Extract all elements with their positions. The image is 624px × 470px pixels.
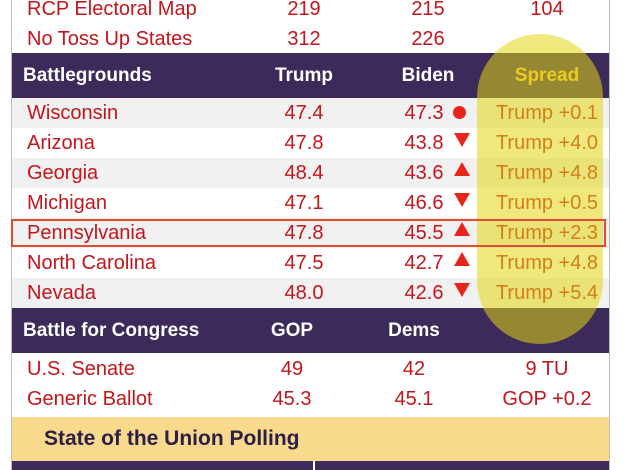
trump-value: 48.0 [284, 282, 324, 304]
biden-value: 43.8 [404, 132, 444, 154]
gop-value: 45.3 [272, 388, 312, 410]
table-row-wisconsin[interactable]: Wisconsin 47.4 47.3 Trump +0.1 [12, 98, 609, 128]
table-row-georgia[interactable]: Georgia 48.4 43.6 Trump +4.8 [12, 158, 609, 188]
state-of-union-title[interactable]: State of the Union Polling [44, 427, 300, 450]
table-row-rcp-electoral-map[interactable]: RCP Electoral Map 219 215 104 [12, 0, 609, 24]
spread-column-header: Spread [514, 65, 580, 86]
trump-value: 47.8 [284, 222, 324, 244]
triangle-down-icon [454, 133, 470, 147]
biden-value: 46.6 [404, 192, 444, 214]
red-dot-icon [453, 106, 466, 119]
table-row-no-toss-up-states[interactable]: No Toss Up States 312 226 [12, 24, 609, 54]
state-link[interactable]: North Carolina [27, 252, 156, 274]
table-row-pennsylvania[interactable]: Pennsylvania 47.8 45.5 Trump +2.3 [12, 218, 609, 248]
battlegrounds-heading: Battlegrounds [23, 65, 152, 86]
congress-header: Battle for Congress GOP Dems [12, 308, 609, 353]
state-link[interactable]: Michigan [27, 192, 108, 214]
row-label[interactable]: U.S. Senate [27, 358, 135, 380]
spread-value: 9 TU [525, 358, 569, 380]
table-row-north-carolina[interactable]: North Carolina 47.5 42.7 Trump +4.8 [12, 248, 609, 278]
congress-heading: Battle for Congress [23, 320, 200, 341]
trump-value: 47.1 [284, 192, 324, 214]
spread-value: Trump +5.4 [495, 282, 599, 304]
row-label[interactable]: RCP Electoral Map [27, 0, 197, 20]
trump-column-header: Trump [274, 65, 334, 86]
table-row-nevada[interactable]: Nevada 48.0 42.6 Trump +5.4 [12, 278, 609, 308]
state-link[interactable]: Arizona [27, 132, 95, 154]
biden-value: 42.6 [404, 282, 444, 304]
toss-up-value: 104 [530, 0, 564, 20]
biden-column-header: Biden [401, 65, 455, 86]
triangle-up-icon [454, 252, 470, 266]
spread-value: GOP +0.2 [502, 388, 592, 410]
dems-value: 42 [402, 358, 426, 380]
trump-value: 219 [287, 0, 321, 20]
dems-value: 45.1 [394, 388, 434, 410]
row-label[interactable]: No Toss Up States [27, 28, 193, 50]
table-row-generic-ballot[interactable]: Generic Ballot 45.3 45.1 GOP +0.2 [12, 384, 609, 414]
biden-value: 215 [411, 0, 445, 20]
spread-value: Trump +0.5 [495, 192, 599, 214]
battlegrounds-header: Battlegrounds Trump Biden Spread [12, 53, 609, 98]
triangle-up-icon [454, 162, 470, 176]
spread-value: Trump +0.1 [495, 102, 599, 124]
tab-divider [313, 461, 315, 470]
row-label[interactable]: Generic Ballot [27, 388, 153, 410]
table-row-us-senate[interactable]: U.S. Senate 49 42 9 TU [12, 354, 609, 384]
bottom-tab-bar [12, 461, 609, 470]
trump-value: 47.4 [284, 102, 324, 124]
biden-value: 42.7 [404, 252, 444, 274]
dems-column-header: Dems [388, 320, 440, 341]
biden-value: 45.5 [404, 222, 444, 244]
state-link[interactable]: Georgia [27, 162, 99, 184]
table-row-arizona[interactable]: Arizona 47.8 43.8 Trump +4.0 [12, 128, 609, 158]
gop-value: 49 [280, 358, 304, 380]
polling-table: RCP Electoral Map 219 215 104 No Toss Up… [11, 0, 610, 470]
state-of-union-banner[interactable]: State of the Union Polling [12, 417, 609, 461]
trump-value: 312 [287, 28, 321, 50]
biden-value: 47.3 [404, 102, 444, 124]
spread-value: Trump +2.3 [495, 222, 599, 244]
table-row-michigan[interactable]: Michigan 47.1 46.6 Trump +0.5 [12, 188, 609, 218]
state-link[interactable]: Pennsylvania [27, 222, 146, 244]
gop-column-header: GOP [270, 320, 314, 341]
spread-value: Trump +4.0 [495, 132, 599, 154]
spread-value: Trump +4.8 [495, 162, 599, 184]
state-link[interactable]: Nevada [27, 282, 96, 304]
trump-value: 47.5 [284, 252, 324, 274]
triangle-down-icon [454, 283, 470, 297]
biden-value: 226 [411, 28, 445, 50]
trump-value: 48.4 [284, 162, 324, 184]
state-link[interactable]: Wisconsin [27, 102, 119, 124]
triangle-up-icon [454, 222, 470, 236]
triangle-down-icon [454, 193, 470, 207]
spread-value: Trump +4.8 [495, 252, 599, 274]
trump-value: 47.8 [284, 132, 324, 154]
biden-value: 43.6 [404, 162, 444, 184]
